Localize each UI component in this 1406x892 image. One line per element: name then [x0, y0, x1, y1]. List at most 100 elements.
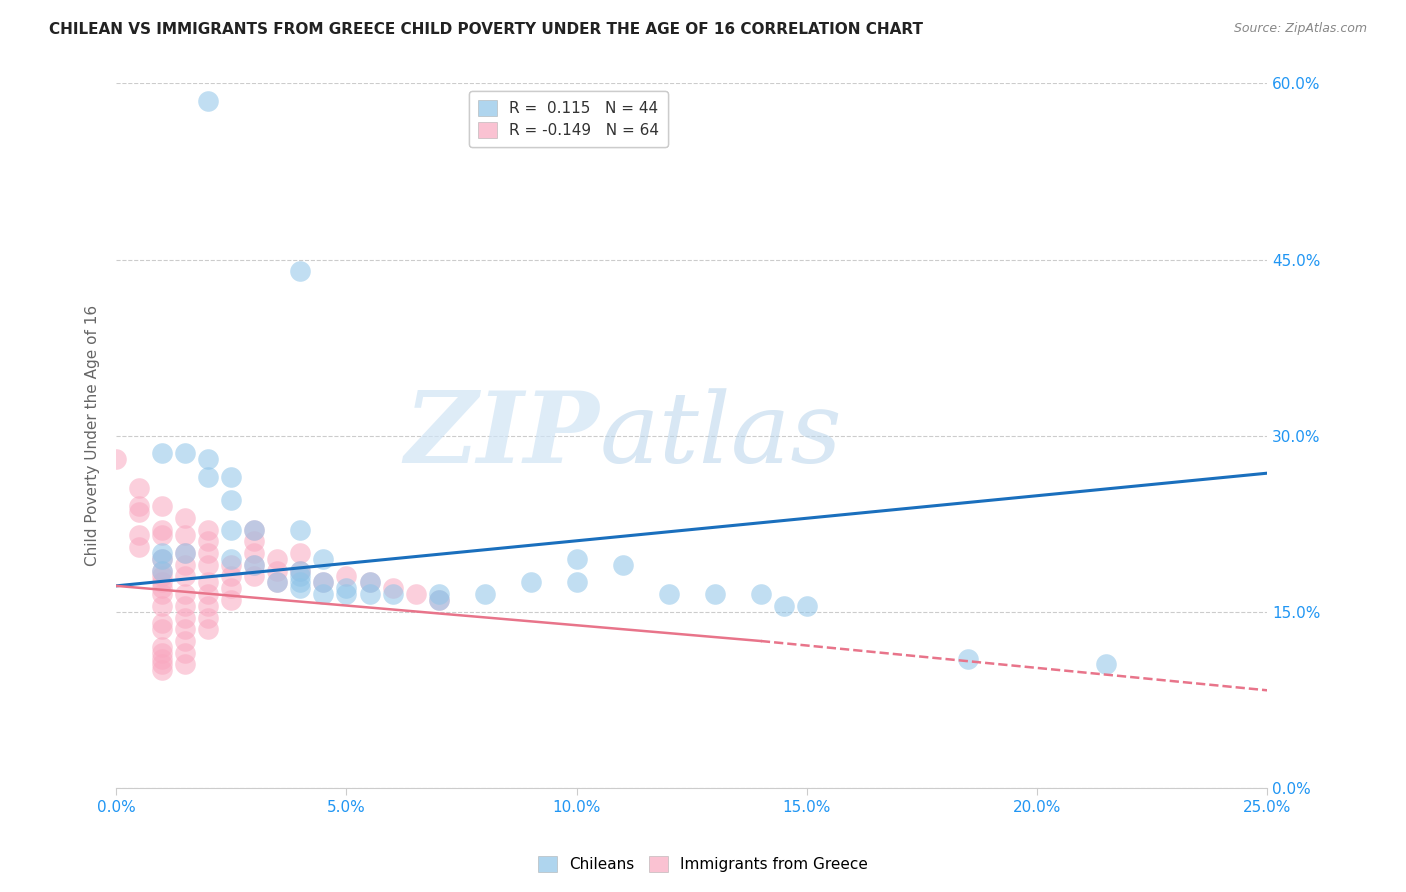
Point — [174, 510, 197, 524]
Point — [290, 569, 312, 583]
Point — [174, 646, 197, 660]
Point — [335, 569, 357, 583]
Point — [150, 446, 173, 460]
Point — [221, 469, 243, 483]
Point — [312, 587, 335, 601]
Point — [174, 546, 197, 560]
Point — [221, 569, 243, 583]
Point — [221, 493, 243, 508]
Point — [197, 575, 219, 590]
Point — [174, 599, 197, 613]
Point — [150, 651, 173, 665]
Point — [266, 575, 288, 590]
Point — [243, 534, 266, 549]
Point — [221, 593, 243, 607]
Point — [197, 546, 219, 560]
Point — [221, 523, 243, 537]
Point — [174, 634, 197, 648]
Point — [290, 523, 312, 537]
Point — [266, 552, 288, 566]
Y-axis label: Child Poverty Under the Age of 16: Child Poverty Under the Age of 16 — [86, 305, 100, 566]
Point — [128, 528, 150, 542]
Point — [312, 575, 335, 590]
Point — [197, 558, 219, 572]
Point — [105, 452, 128, 467]
Point — [359, 575, 381, 590]
Point — [221, 552, 243, 566]
Point — [150, 640, 173, 654]
Point — [243, 523, 266, 537]
Point — [150, 564, 173, 578]
Point — [174, 622, 197, 636]
Point — [405, 587, 427, 601]
Point — [266, 575, 288, 590]
Point — [427, 587, 450, 601]
Point — [335, 581, 357, 595]
Point — [174, 587, 197, 601]
Point — [427, 593, 450, 607]
Point — [243, 558, 266, 572]
Point — [197, 94, 219, 108]
Point — [221, 581, 243, 595]
Point — [266, 564, 288, 578]
Point — [174, 528, 197, 542]
Point — [150, 657, 173, 672]
Point — [359, 575, 381, 590]
Point — [290, 264, 312, 278]
Point — [150, 499, 173, 513]
Point — [427, 593, 450, 607]
Point — [290, 564, 312, 578]
Point — [128, 499, 150, 513]
Point — [197, 587, 219, 601]
Point — [957, 651, 980, 665]
Point — [150, 564, 173, 578]
Legend: R =  0.115   N = 44, R = -0.149   N = 64: R = 0.115 N = 44, R = -0.149 N = 64 — [470, 91, 668, 147]
Point — [565, 575, 588, 590]
Point — [335, 587, 357, 601]
Point — [243, 523, 266, 537]
Point — [174, 546, 197, 560]
Point — [174, 610, 197, 624]
Point — [128, 540, 150, 554]
Point — [243, 546, 266, 560]
Point — [150, 552, 173, 566]
Point — [290, 564, 312, 578]
Point — [197, 610, 219, 624]
Point — [243, 569, 266, 583]
Point — [150, 587, 173, 601]
Point — [197, 534, 219, 549]
Point — [290, 581, 312, 595]
Point — [658, 587, 681, 601]
Point — [174, 446, 197, 460]
Point — [290, 546, 312, 560]
Point — [474, 587, 496, 601]
Point — [150, 569, 173, 583]
Point — [174, 657, 197, 672]
Text: atlas: atlas — [600, 388, 842, 483]
Point — [150, 523, 173, 537]
Point — [197, 523, 219, 537]
Point — [381, 581, 404, 595]
Point — [128, 505, 150, 519]
Point — [150, 546, 173, 560]
Text: CHILEAN VS IMMIGRANTS FROM GREECE CHILD POVERTY UNDER THE AGE OF 16 CORRELATION : CHILEAN VS IMMIGRANTS FROM GREECE CHILD … — [49, 22, 924, 37]
Point — [796, 599, 818, 613]
Point — [243, 558, 266, 572]
Point — [312, 552, 335, 566]
Point — [749, 587, 772, 601]
Point — [197, 469, 219, 483]
Point — [1095, 657, 1118, 672]
Point — [150, 646, 173, 660]
Point — [128, 482, 150, 496]
Point — [150, 552, 173, 566]
Point — [150, 581, 173, 595]
Point — [565, 552, 588, 566]
Legend: Chileans, Immigrants from Greece: Chileans, Immigrants from Greece — [530, 848, 876, 880]
Point — [381, 587, 404, 601]
Point — [150, 616, 173, 631]
Point — [519, 575, 541, 590]
Point — [703, 587, 725, 601]
Point — [150, 528, 173, 542]
Point — [197, 622, 219, 636]
Point — [197, 599, 219, 613]
